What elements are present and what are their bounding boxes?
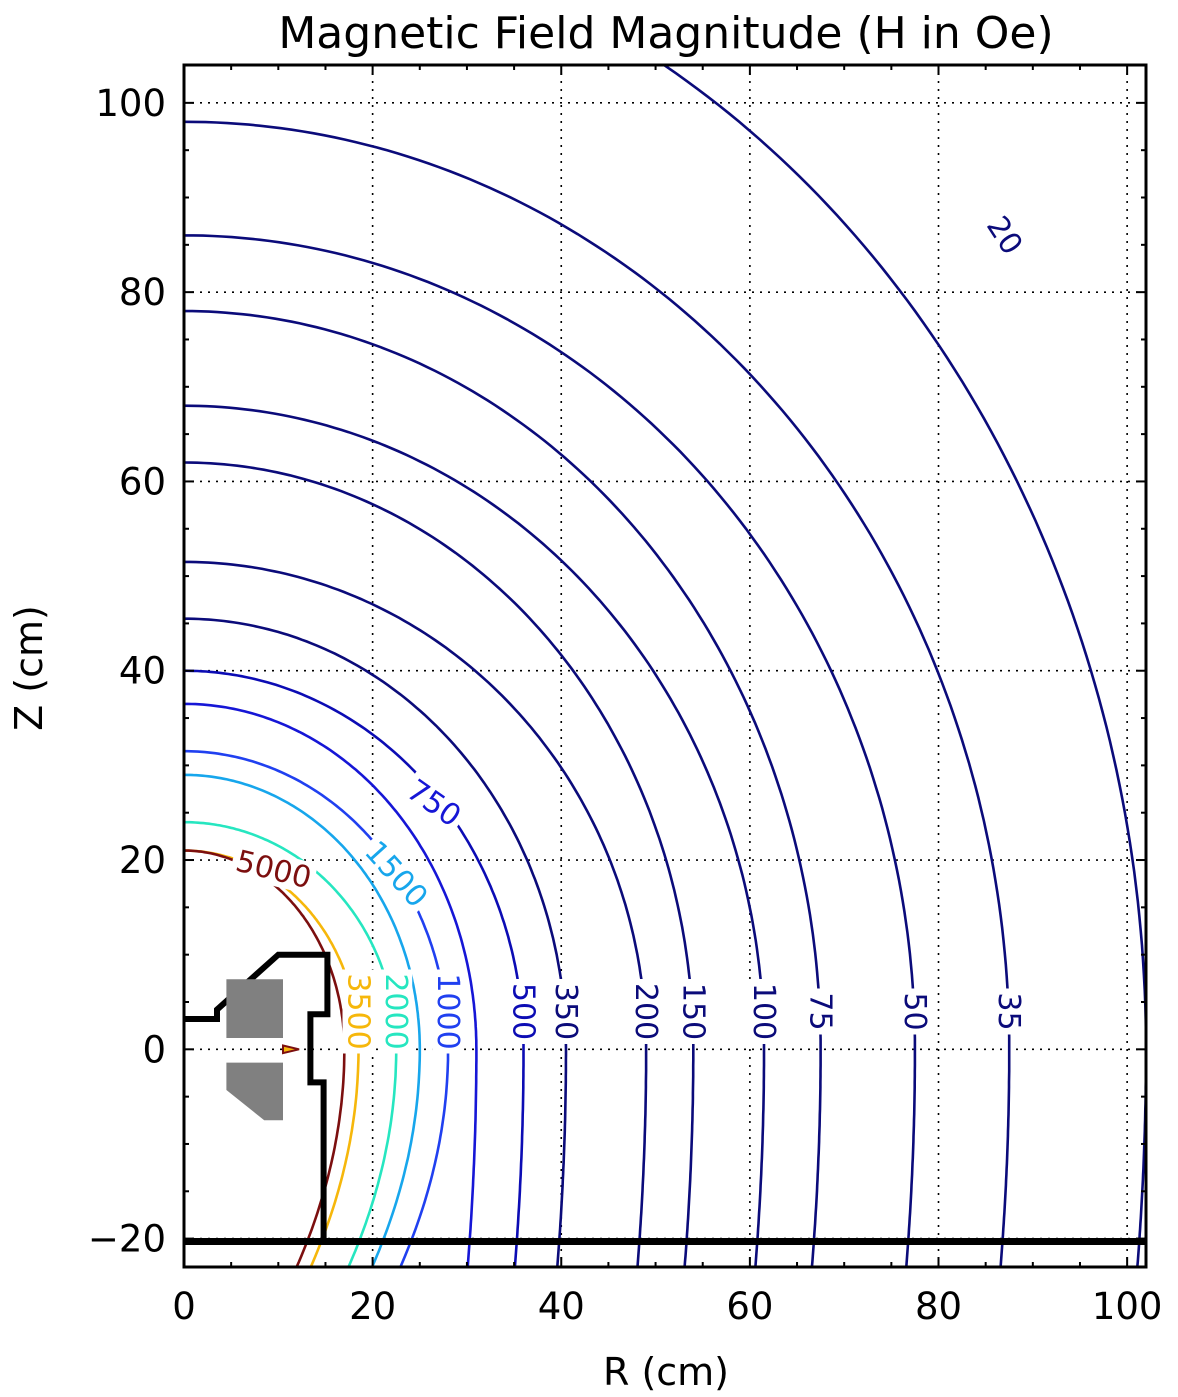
x-tick-label-0: 0 — [172, 1285, 196, 1328]
x-tick-label-1: 20 — [349, 1285, 396, 1328]
contour-label-group-500: 500 — [506, 979, 541, 1044]
contour-label-group-20: 20 — [978, 207, 1031, 264]
contour-label-bg-350 — [550, 979, 582, 1044]
contour-lines — [184, 65, 1146, 1267]
contour-label-group-3500: 3500 — [341, 969, 376, 1054]
y-tick-label-2: 20 — [119, 839, 166, 882]
contour-label-group-1000: 1000 — [430, 969, 465, 1054]
contour-label-group-50: 50 — [897, 988, 932, 1035]
contour-label-group-200: 200 — [628, 979, 663, 1044]
contour-line-150 — [184, 461, 695, 1267]
contour-label-50: 50 — [897, 992, 932, 1030]
contour-line-20 — [661, 65, 1146, 1267]
x-tick-label-3: 60 — [726, 1285, 773, 1328]
contour-label-bg-500 — [507, 979, 540, 1044]
contour-label-100: 100 — [746, 983, 781, 1040]
y-tick-label-4: 60 — [119, 460, 166, 503]
contour-label-bg-1000 — [432, 969, 465, 1054]
contour-label-bg-100 — [748, 979, 780, 1044]
contour-label-3500: 3500 — [341, 973, 376, 1049]
magnet-geometry — [184, 951, 1146, 1245]
contour-line-200 — [184, 560, 648, 1267]
contour-label-bg-150 — [677, 979, 710, 1044]
contour-label-bg-20 — [978, 207, 1031, 264]
center-field-marker — [282, 1044, 300, 1055]
y-axis-label: Z (cm) — [7, 605, 51, 731]
grid-lines — [183, 65, 1146, 1267]
contour-label-group-150: 150 — [675, 979, 710, 1044]
contour-label-bg-75 — [804, 988, 837, 1035]
contour-line-2000 — [184, 820, 398, 1267]
contour-label-150: 150 — [675, 983, 710, 1040]
contour-label-20: 20 — [979, 210, 1029, 261]
y-tick-label-3: 40 — [119, 650, 166, 693]
contour-line-5000 — [184, 849, 346, 1267]
contour-label-group-35: 35 — [991, 988, 1026, 1035]
lower-pole-piece — [226, 1062, 283, 1121]
contour-line-100 — [184, 404, 766, 1267]
chart-title: Magnetic Field Magnitude (H in Oe) — [278, 8, 1053, 59]
contour-label-bg-35 — [993, 988, 1026, 1035]
x-tick-label-4: 80 — [915, 1285, 962, 1328]
contour-label-bg-200 — [630, 979, 663, 1044]
contour-labels: 2035507510015020035050075010001500200035… — [228, 207, 1031, 1054]
contour-label-1000: 1000 — [430, 973, 465, 1049]
contour-line-500 — [184, 669, 525, 1267]
contour-line-350 — [184, 617, 568, 1267]
contour-label-bg-2000 — [380, 969, 413, 1054]
y-tick-label-5: 80 — [119, 271, 166, 314]
contour-label-group-350: 350 — [548, 979, 583, 1044]
contour-label-200: 200 — [628, 983, 663, 1040]
contour-label-group-5000: 5000 — [228, 843, 319, 896]
contour-line-3500 — [184, 849, 360, 1267]
y-tick-label-0: −20 — [88, 1218, 166, 1261]
y-tick-label-1: 0 — [142, 1028, 166, 1071]
contour-label-5000: 5000 — [232, 844, 315, 896]
upper-pole-piece — [226, 979, 283, 1038]
contour-line-1500 — [184, 773, 422, 1267]
contour-label-group-2000: 2000 — [378, 969, 413, 1054]
contour-label-bg-5000 — [228, 843, 319, 896]
contour-label-35: 35 — [991, 992, 1026, 1030]
y-tick-label-6: 100 — [95, 82, 166, 125]
contour-label-bg-1500 — [356, 832, 437, 917]
magnet-outline — [184, 951, 331, 1242]
x-axis-label: R (cm) — [603, 1350, 729, 1394]
contour-label-group-100: 100 — [746, 979, 781, 1044]
contour-line-75 — [184, 309, 822, 1267]
contour-label-bg-750 — [398, 771, 470, 835]
contour-label-bg-50 — [898, 988, 931, 1035]
plot-frame — [182, 63, 1148, 1269]
x-tick-label-2: 40 — [538, 1285, 585, 1328]
x-tick-label-5: 100 — [1092, 1285, 1163, 1328]
contour-line-35 — [184, 120, 1011, 1267]
contour-label-bg-3500 — [342, 969, 375, 1054]
contour-label-2000: 2000 — [378, 973, 413, 1049]
contour-label-group-75: 75 — [803, 988, 838, 1035]
contour-line-50 — [184, 234, 917, 1267]
contour-label-500: 500 — [506, 983, 541, 1040]
contour-label-75: 75 — [803, 992, 838, 1030]
contour-line-750 — [184, 702, 478, 1267]
contour-label-350: 350 — [548, 983, 583, 1040]
